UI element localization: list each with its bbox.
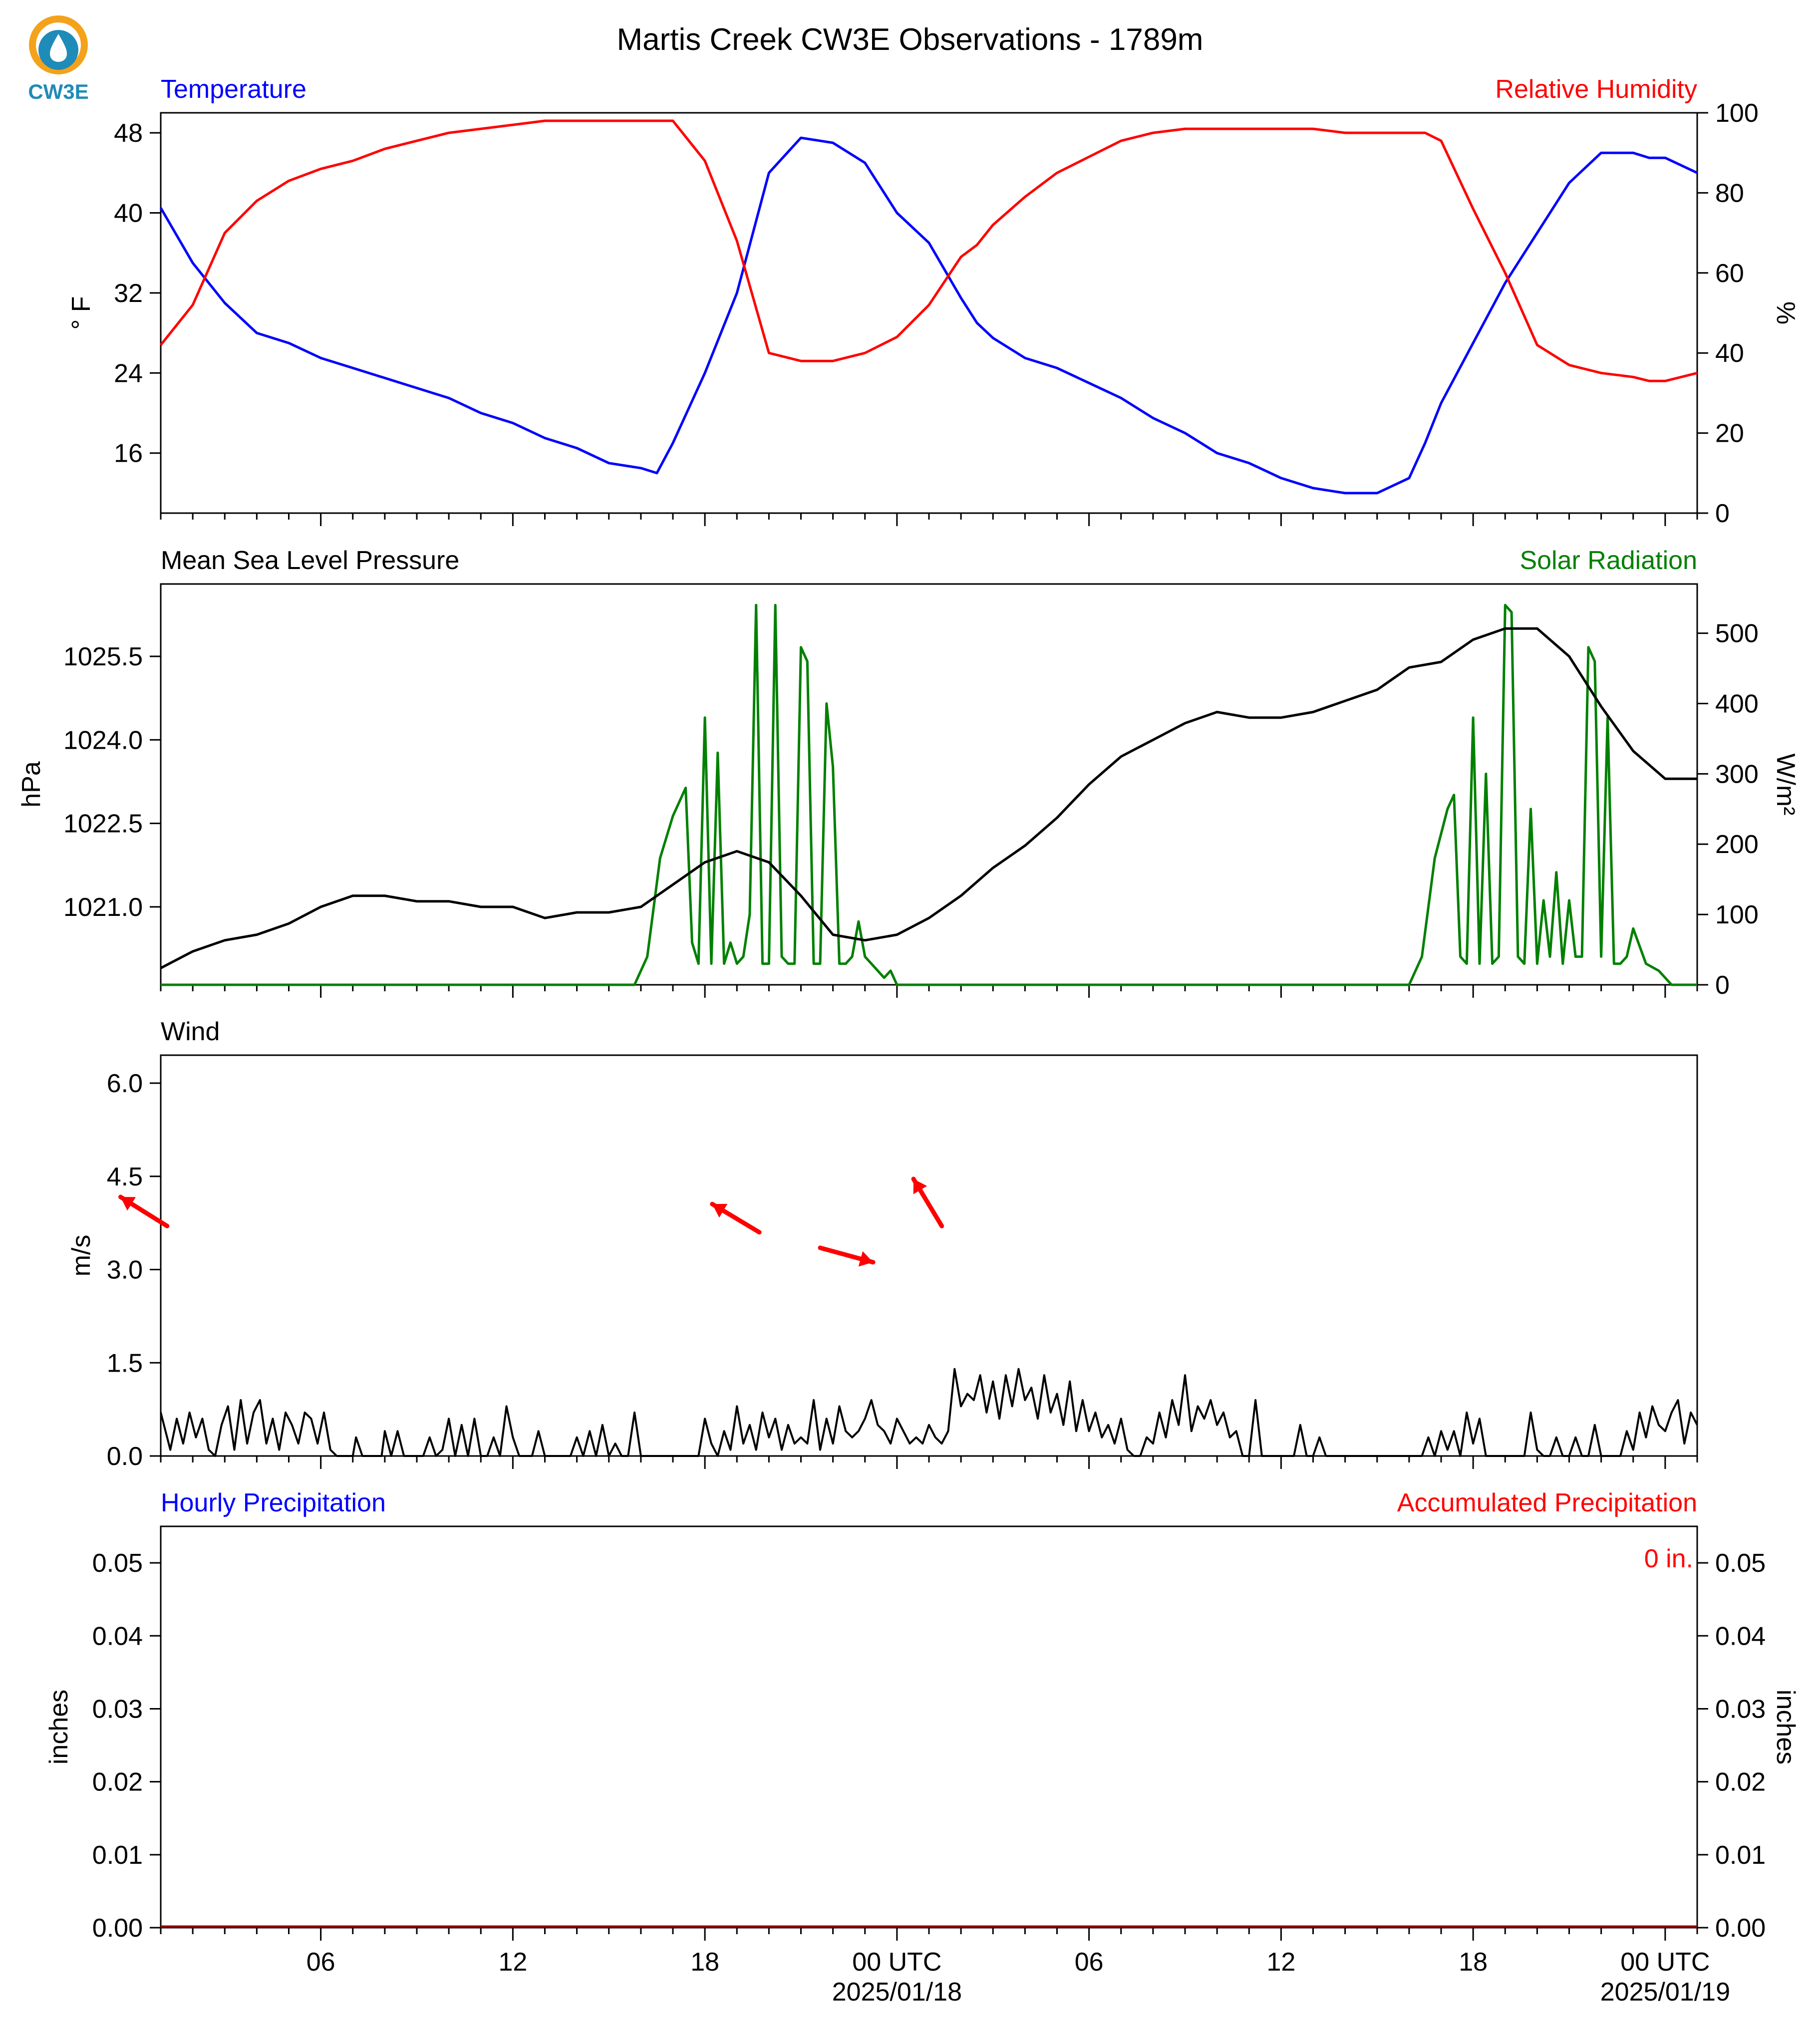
solar-axis-tick-label: 0 [1715,971,1730,1000]
pressure-axis-tick-label: 1022.5 [63,810,143,839]
plot-frame [160,1525,1698,1929]
panels: 16 24 32 40 48 0 20 40 60 80 100 Temperature Relativ… [17,75,1800,2007]
x-tick-label: 06 [306,1948,335,1977]
temperature-axis-tick-label: 48 [114,119,143,148]
logo-drop-icon [50,34,67,62]
humidity-ylabel: % [1771,301,1800,324]
cw3e-logo: CW3E [28,15,89,103]
accum-precip-axis-tick-label: 0.01 [1715,1841,1766,1870]
wind-arrow-head [913,1179,927,1194]
x-tick-label: 00 UTC [1620,1948,1710,1977]
solar-axis-tick-label: 400 [1715,689,1759,718]
wind-speed-line [160,1368,1698,1457]
panel-temperature-humidity: 16 24 32 40 48 0 20 40 60 80 100 Temperature Relativ… [67,75,1800,528]
wind-arrow [118,1194,170,1228]
wind-arrow [818,1245,876,1267]
x-tick-label: 12 [1266,1948,1295,1977]
accum-precip-axis-tick-label: 0.00 [1715,1914,1766,1943]
wind-arrow-head [858,1251,874,1267]
hourly-precip-axis-tick-label: 0.04 [92,1622,143,1651]
humidity-axis-tick-label: 100 [1715,99,1759,128]
pressure-axis-tick-label: 1024.0 [63,726,143,755]
hourly-precip-title: Hourly Precipitation [161,1488,386,1517]
x-tick-label: 18 [690,1948,719,1977]
wind-arrow-head [712,1203,728,1218]
pressure-ylabel: hPa [17,761,46,808]
humidity-axis-tick-label: 80 [1715,179,1744,208]
temperature-ylabel: ° F [67,296,96,329]
accum-precip-axis-tick-label: 0.02 [1715,1768,1766,1797]
accum-precip-axis-tick-label: 0.03 [1715,1695,1766,1724]
temperature-line [159,136,1698,495]
accum-precip-axis-tick-label: 0.05 [1715,1549,1766,1578]
accum-precip-title: Accumulated Precipitation [1397,1488,1697,1517]
plot-frame [160,112,1698,514]
wind-axis-tick-label: 0.0 [107,1442,143,1471]
solar-axis-tick-label: 300 [1715,760,1759,789]
humidity-line [160,119,1698,382]
pressure-axis-tick-label: 1025.5 [63,642,143,671]
accum-precip-total-label: 0 in. [1644,1544,1693,1573]
temperature-axis-tick-label: 24 [114,359,143,388]
humidity-title: Relative Humidity [1495,75,1697,104]
hourly-precip-ylabel: inches [44,1690,73,1764]
x-tick-label: 00 UTC [852,1948,941,1977]
x-date-label: 2025/01/19 [1600,1978,1730,2007]
hourly-precip-axis-tick-label: 0.00 [92,1914,143,1943]
panel-precipitation: 0.00 0.01 0.02 0.03 0.04 0.05 0.00 0.01 0.02 0.03… [44,1488,1800,2007]
humidity-axis-tick-label: 40 [1715,339,1744,368]
humidity-axis-tick-label: 0 [1715,499,1730,528]
x-tick-label: 12 [498,1948,527,1977]
hourly-precip-axis-tick-label: 0.02 [92,1768,143,1797]
wind-axis-tick-label: 3.0 [107,1256,143,1285]
panel-pressure-solar: 1021.0 1022.5 1024.0 1025.5 0 100 200 300 400 500… [17,546,1800,1000]
panel-wind: 0.0 1.5 3.0 4.5 6.0 Wind m/s [67,1017,1698,1471]
pressure-title: Mean Sea Level Pressure [161,546,459,575]
temperature-axis-tick-label: 32 [114,279,143,308]
solar-ylabel: W/m² [1771,753,1800,815]
wind-arrow [911,1176,944,1228]
hourly-precip-axis-tick-label: 0.01 [92,1841,143,1870]
wind-arrow-head [120,1197,136,1211]
x-tick-label: 18 [1459,1948,1488,1977]
solar-axis-tick-label: 500 [1715,619,1759,648]
accum-precip-axis-tick-label: 0.04 [1715,1622,1766,1651]
wind-title: Wind [161,1017,220,1046]
humidity-axis-tick-label: 20 [1715,419,1744,448]
logo-text: CW3E [28,80,88,103]
wind-arrow [710,1201,762,1235]
plot-frame [160,1054,1698,1457]
solar-axis-tick-label: 100 [1715,900,1759,929]
wind-ylabel: m/s [67,1235,96,1277]
logo-sun-ring [29,15,88,74]
hourly-precip-axis-tick-label: 0.05 [92,1549,143,1578]
pressure-axis-tick-label: 1021.0 [63,893,143,922]
wind-axis-tick-label: 6.0 [107,1069,143,1098]
solar-line [161,603,1697,986]
figure-title: Martis Creek CW3E Observations - 1789m [617,22,1204,57]
x-date-label: 2025/01/18 [832,1978,962,2007]
temperature-axis-tick-label: 40 [114,199,143,228]
temperature-axis-tick-label: 16 [114,439,143,468]
solar-title: Solar Radiation [1519,546,1697,575]
hourly-precip-axis-tick-label: 0.03 [92,1695,143,1724]
pressure-line [160,627,1697,969]
solar-axis-tick-label: 200 [1715,830,1759,859]
x-tick-label: 06 [1075,1948,1104,1977]
wind-axis-tick-label: 1.5 [107,1349,143,1378]
wind-axis-tick-label: 4.5 [107,1162,143,1191]
accum-precip-ylabel: inches [1771,1690,1800,1764]
temperature-title: Temperature [161,75,306,104]
humidity-axis-tick-label: 60 [1715,259,1744,288]
